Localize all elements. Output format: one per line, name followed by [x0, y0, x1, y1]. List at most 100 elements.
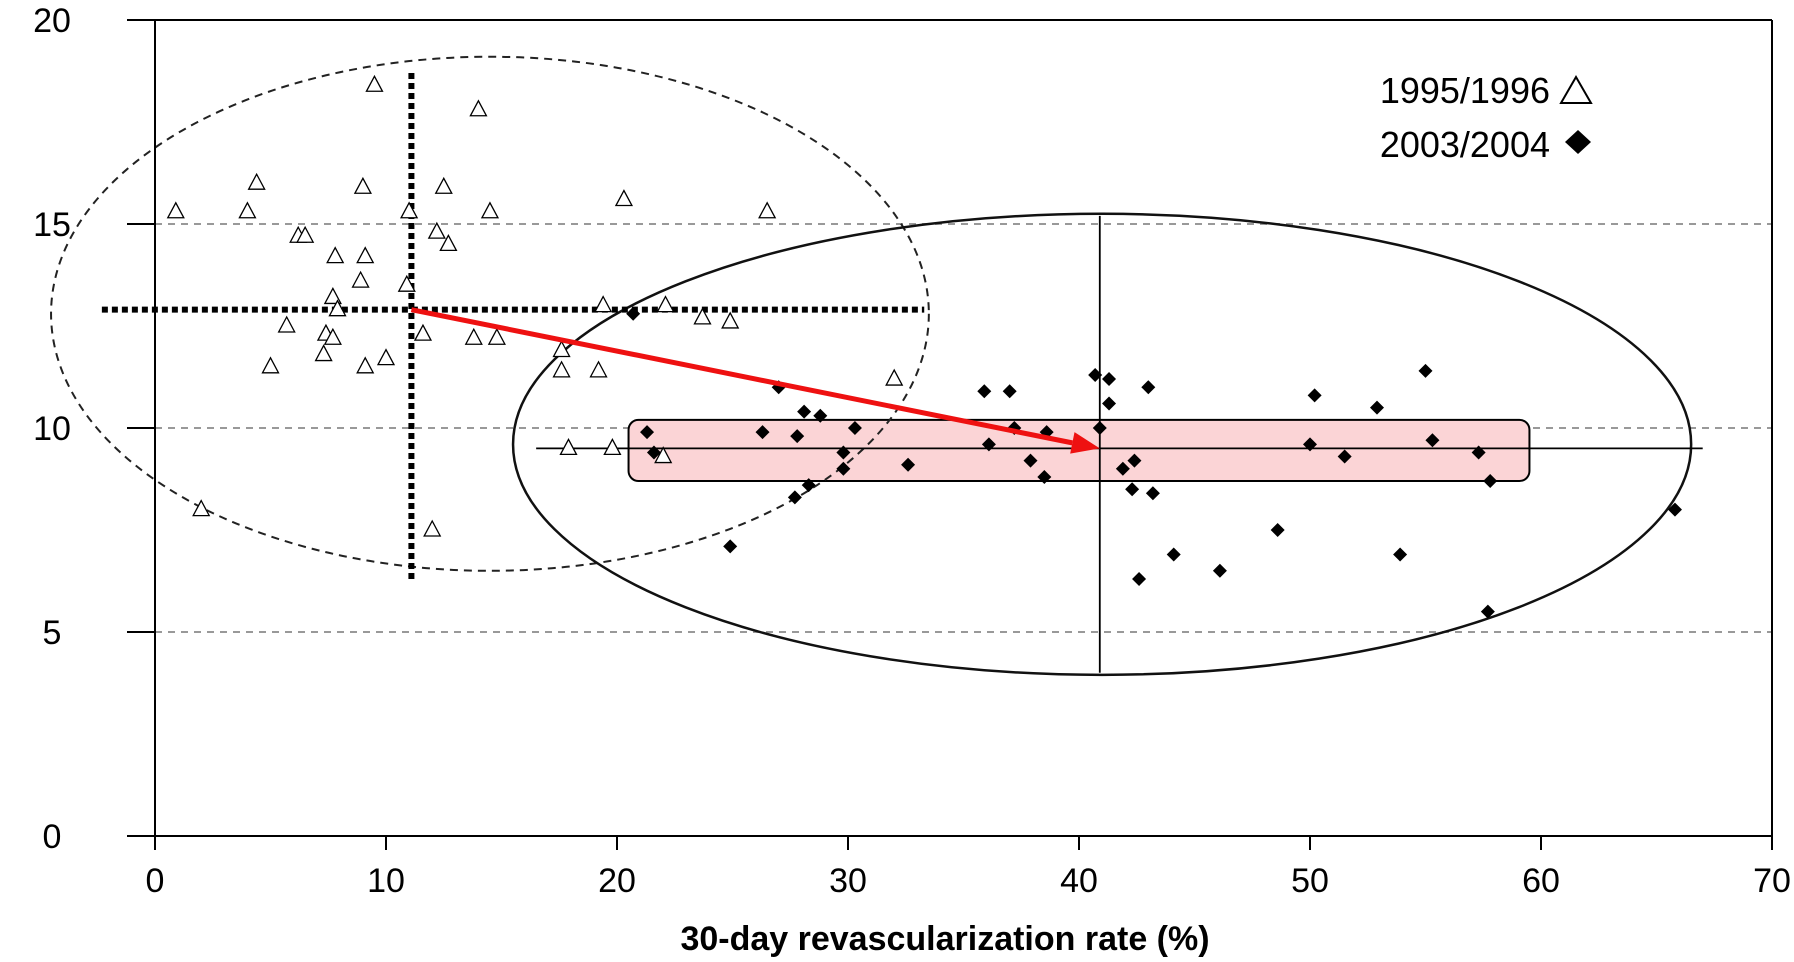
point-2003-9: [1307, 388, 1322, 403]
arrow-head: [1070, 432, 1100, 454]
point-2003-12: [813, 408, 828, 423]
point-1995-22: [413, 323, 433, 341]
point-2003-26: [901, 457, 916, 472]
point-1995-14: [356, 246, 375, 264]
point-2003-30: [1337, 449, 1352, 464]
ellipse-2003-2004: [511, 212, 1693, 677]
y-tick-label-20: 20: [33, 2, 71, 40]
arrow-shaft: [410, 307, 1073, 446]
point-1995-18: [328, 299, 347, 317]
x-axis-title: 30-day revascularization rate (%): [680, 920, 1209, 958]
y-tick-label-10: 10: [33, 410, 71, 448]
point-2003-13: [847, 421, 862, 435]
point-1995-26: [376, 348, 396, 366]
point-1995-36: [614, 189, 634, 207]
x-tick-label-10: 10: [367, 862, 405, 900]
point-1995-0: [166, 201, 185, 219]
point-2003-23: [1471, 445, 1486, 460]
point-1995-10: [296, 225, 315, 243]
point-2003-27: [1023, 453, 1038, 468]
point-1995-29: [552, 340, 571, 358]
point-1995-28: [261, 356, 280, 374]
point-2003-6: [1141, 380, 1156, 395]
point-2003-2: [977, 384, 992, 399]
point-2003-31: [836, 461, 851, 476]
point-1995-7: [400, 201, 419, 219]
point-1995-40: [603, 438, 622, 456]
point-1995-16: [397, 274, 416, 292]
point-1995-1: [247, 172, 266, 190]
point-2003-18: [790, 429, 805, 444]
legend-diamond-icon: [1565, 130, 1591, 154]
point-1995-34: [693, 307, 712, 325]
point-2003-17: [755, 425, 770, 440]
point-2003-21: [981, 437, 996, 452]
point-1995-42: [192, 499, 211, 517]
point-1995-21: [323, 327, 342, 345]
legend: 1995/1996 2003/2004: [1380, 70, 1593, 165]
point-2003-41: [1166, 547, 1181, 562]
point-1995-12: [439, 234, 458, 252]
point-2003-42: [1393, 547, 1408, 562]
point-1995-2: [238, 201, 257, 219]
point-1995-13: [326, 246, 345, 264]
point-2003-16: [640, 425, 655, 440]
point-2003-24: [646, 445, 661, 460]
series-2003-2004: [626, 306, 1682, 619]
x-tick-label-0: 0: [146, 862, 165, 900]
point-2003-3: [1002, 384, 1017, 399]
point-1995-3: [365, 74, 384, 92]
point-1995-24: [487, 327, 506, 345]
point-2003-7: [1102, 396, 1117, 411]
point-1995-27: [356, 356, 375, 374]
point-2003-8: [1418, 363, 1433, 378]
point-1995-25: [314, 344, 333, 362]
point-2003-39: [1270, 523, 1285, 537]
point-1995-30: [552, 360, 571, 378]
point-2003-35: [1125, 482, 1140, 497]
point-1995-32: [594, 295, 613, 313]
point-1995-19: [277, 315, 296, 333]
legend-label-1995: 1995/1996: [1380, 70, 1550, 111]
point-2003-0: [626, 306, 641, 321]
point-1995-31: [589, 360, 608, 378]
y-tick-label-15: 15: [33, 206, 71, 244]
series-1995-1996: [166, 74, 904, 537]
point-1995-23: [464, 327, 483, 345]
point-1995-41: [654, 446, 673, 464]
point-2003-44: [1132, 571, 1147, 586]
point-2003-40: [723, 539, 738, 554]
point-2003-29: [1127, 453, 1142, 468]
x-tick-label-50: 50: [1291, 862, 1329, 900]
y-tick-label-0: 0: [43, 818, 62, 856]
point-2003-36: [1145, 486, 1160, 501]
point-1995-39: [559, 438, 578, 456]
point-1995-8: [480, 201, 500, 219]
axes: 0 10 20 30 40 50 60 70 0 5 10 15 20: [33, 2, 1791, 900]
point-1995-35: [721, 311, 740, 329]
point-1995-43: [423, 519, 442, 537]
point-2003-43: [1212, 563, 1227, 578]
point-1995-38: [885, 368, 904, 386]
point-2003-33: [1483, 474, 1498, 489]
x-tick-label-30: 30: [829, 862, 867, 900]
point-1995-4: [469, 99, 488, 117]
point-1995-15: [351, 270, 370, 288]
y-tick-label-5: 5: [43, 614, 62, 652]
point-2003-10: [1369, 400, 1384, 415]
x-tick-label-70: 70: [1753, 862, 1791, 900]
point-2003-15: [1092, 421, 1107, 435]
point-1995-5: [353, 176, 372, 194]
x-tick-label-40: 40: [1060, 862, 1098, 900]
point-2003-34: [801, 478, 816, 493]
point-1995-17: [323, 287, 342, 305]
point-2003-11: [797, 404, 812, 419]
point-2003-25: [836, 445, 851, 460]
point-2003-20: [1425, 433, 1440, 448]
point-1995-33: [656, 295, 675, 313]
point-2003-32: [1037, 469, 1052, 484]
point-2003-22: [1303, 437, 1317, 452]
x-tick-label-20: 20: [598, 862, 636, 900]
point-2003-45: [1480, 604, 1495, 619]
